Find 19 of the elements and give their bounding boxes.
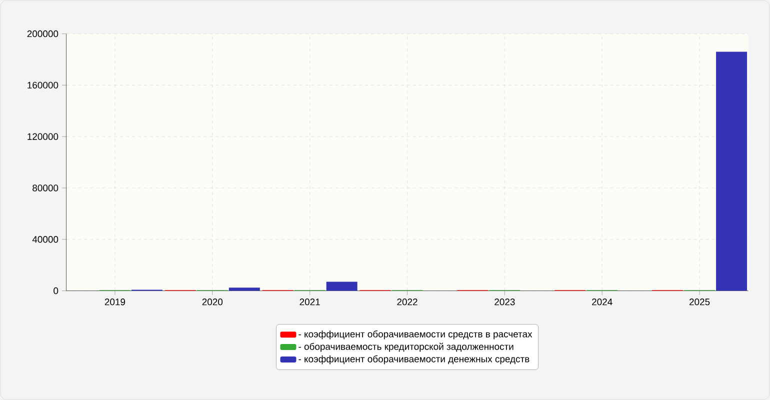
legend-label: - коэффициент оборачиваемости денежных средств — [298, 355, 530, 364]
x-tick-label: 2019 — [104, 298, 126, 306]
x-tick-label: 2023 — [494, 298, 515, 306]
y-tick-label: 80000 — [32, 184, 58, 192]
y-tick-label: 200000 — [27, 30, 58, 38]
legend-label: - оборачиваемость кредиторской задолженности — [298, 342, 514, 352]
x-tick-label: 2022 — [397, 298, 418, 306]
x-tick-label: 2025 — [689, 298, 710, 306]
bar — [228, 288, 260, 291]
y-tick-label: 0 — [54, 287, 58, 294]
y-tick-label: 120000 — [28, 133, 58, 140]
bar — [326, 282, 358, 291]
legend-label: - коэффициент оборачиваемости средств в расчетах — [298, 330, 532, 340]
x-tick-label: 2021 — [300, 298, 320, 306]
x-tick-label: 2020 — [202, 298, 223, 306]
bar — [716, 52, 748, 291]
x-tick-label: 2024 — [592, 298, 612, 306]
y-tick-label: 40000 — [32, 236, 58, 243]
y-tick-label: 160000 — [28, 82, 58, 89]
